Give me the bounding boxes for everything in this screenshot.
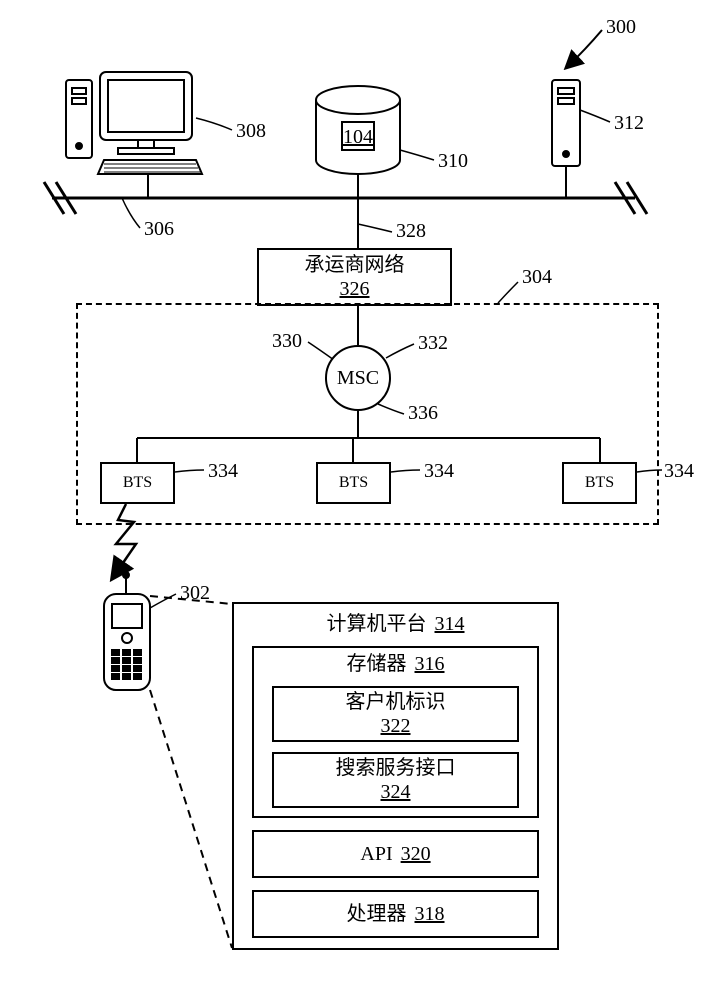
client-id-num: 322 <box>381 714 411 738</box>
phone-icon <box>104 572 150 690</box>
leader-306 <box>122 198 140 228</box>
proc-box: 处理器 318 <box>252 890 539 938</box>
ref-310: 310 <box>438 150 468 173</box>
ref-304: 304 <box>522 266 552 289</box>
msc-label: MSC <box>337 367 379 390</box>
ref-334c: 334 <box>664 460 694 483</box>
search-iface-box: 搜索服务接口 324 <box>272 752 519 808</box>
ref-302: 302 <box>180 582 210 605</box>
db-inner-label: 104 <box>343 126 373 149</box>
platform-num: 314 <box>435 612 465 636</box>
msc-node: MSC <box>325 345 391 411</box>
leader-328 <box>358 224 392 232</box>
ref-306: 306 <box>144 218 174 241</box>
client-id-title: 客户机标识 <box>346 690 446 714</box>
bts-label-1: BTS <box>123 474 152 492</box>
bts-label-3: BTS <box>585 474 614 492</box>
leader-304 <box>498 282 518 303</box>
ref-308: 308 <box>236 120 266 143</box>
computer-icon <box>66 72 202 198</box>
proc-num: 318 <box>415 902 445 926</box>
network-bus <box>44 182 647 214</box>
platform-title: 计算机平台 <box>327 612 427 636</box>
client-id-box: 客户机标识 322 <box>272 686 519 742</box>
proc-title: 处理器 <box>347 902 407 926</box>
bts-box-2: BTS <box>316 462 391 504</box>
ref-312: 312 <box>614 112 644 135</box>
server-icon <box>552 80 580 198</box>
bts-label-2: BTS <box>339 474 368 492</box>
carrier-num: 326 <box>340 277 370 301</box>
memory-num: 316 <box>415 652 445 676</box>
figure-ref-arrow <box>568 30 602 66</box>
ref-300: 300 <box>606 16 636 39</box>
api-num: 320 <box>401 842 431 866</box>
search-iface-num: 324 <box>381 780 411 804</box>
ref-328: 328 <box>396 220 426 243</box>
carrier-network-box: 承运商网络 326 <box>257 248 452 306</box>
api-box: API 320 <box>252 830 539 878</box>
projection-lines <box>150 596 232 948</box>
leader-308 <box>196 118 232 130</box>
memory-title: 存储器 <box>347 652 407 676</box>
search-iface-title: 搜索服务接口 <box>336 756 456 780</box>
api-title: API <box>360 842 392 866</box>
bts-box-1: BTS <box>100 462 175 504</box>
bts-box-3: BTS <box>562 462 637 504</box>
leader-312 <box>580 110 610 122</box>
leader-310 <box>400 150 434 160</box>
carrier-title: 承运商网络 <box>305 253 405 277</box>
